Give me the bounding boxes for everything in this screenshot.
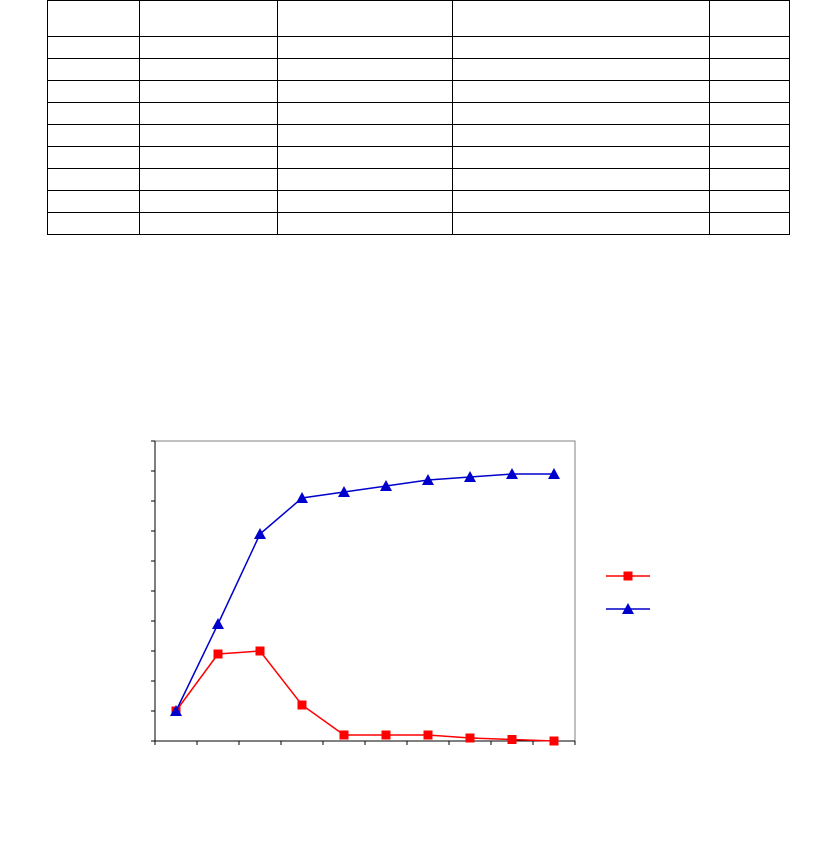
data-point [506, 468, 518, 479]
series-line [175, 650, 555, 742]
data-point [339, 730, 349, 740]
data-point [507, 735, 517, 744]
data-point [380, 480, 392, 491]
data-point [423, 730, 433, 740]
plot-area [154, 440, 576, 742]
data-point [422, 474, 434, 485]
data-point [255, 646, 265, 656]
data-point [212, 618, 224, 629]
data-point [549, 736, 559, 746]
data-point [465, 733, 475, 743]
data-point [548, 468, 560, 479]
data-point [296, 492, 308, 503]
series-line [175, 473, 554, 712]
legend-marker [622, 603, 634, 614]
legend-marker [623, 571, 633, 581]
data-point [170, 705, 182, 716]
data-point [297, 700, 307, 710]
data-point [338, 486, 350, 497]
data-point [464, 471, 476, 482]
data-point [254, 528, 266, 539]
data-point [381, 730, 391, 740]
data-table [47, 0, 790, 235]
data-point [213, 649, 223, 659]
